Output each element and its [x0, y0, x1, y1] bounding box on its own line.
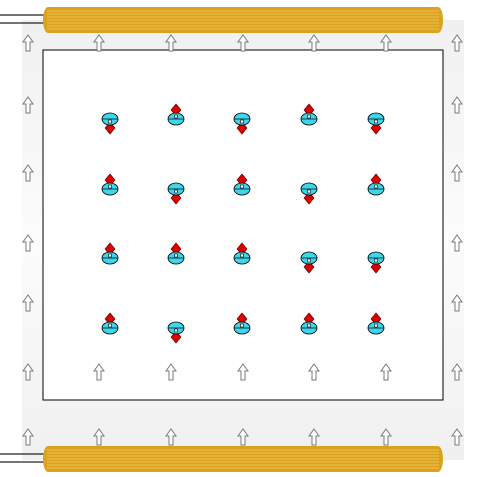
- spin-grid: [101, 103, 385, 344]
- spin-up-1-4: [367, 173, 385, 196]
- spin-up-3-0: [101, 312, 119, 335]
- hollow-up-arrow-icon: [22, 234, 34, 252]
- spin-up-3-3: [300, 312, 318, 335]
- hollow-up-arrow-icon: [22, 363, 34, 381]
- hollow-up-arrow-icon: [165, 34, 177, 52]
- spin-down-2-4: [367, 251, 385, 274]
- hollow-up-arrow-icon: [308, 428, 320, 446]
- spin-down-1-1: [167, 182, 185, 205]
- spin-up-0-3: [300, 103, 318, 126]
- sample-box: [42, 49, 444, 401]
- spin-up-0-1: [167, 103, 185, 126]
- spin-down-0-4: [367, 112, 385, 135]
- spin-down-1-3: [300, 182, 318, 205]
- hollow-up-arrow-icon: [380, 363, 392, 381]
- hollow-up-arrow-icon: [22, 428, 34, 446]
- hollow-up-arrow-icon: [93, 34, 105, 52]
- spin-up-1-2: [233, 173, 251, 196]
- hollow-up-arrow-icon: [308, 363, 320, 381]
- spin-up-3-4: [367, 312, 385, 335]
- hollow-up-arrow-icon: [237, 363, 249, 381]
- spin-down-2-3: [300, 251, 318, 274]
- hollow-up-arrow-icon: [93, 428, 105, 446]
- hollow-up-arrow-icon: [451, 34, 463, 52]
- hollow-up-arrow-icon: [165, 428, 177, 446]
- hollow-up-arrow-icon: [165, 363, 177, 381]
- hollow-up-arrow-icon: [451, 294, 463, 312]
- spin-down-0-0: [101, 112, 119, 135]
- hollow-up-arrow-icon: [308, 34, 320, 52]
- spin-up-2-2: [233, 242, 251, 265]
- hollow-up-arrow-icon: [380, 428, 392, 446]
- hollow-up-arrow-icon: [451, 234, 463, 252]
- hollow-up-arrow-icon: [237, 428, 249, 446]
- spin-up-1-0: [101, 173, 119, 196]
- spin-up-3-2: [233, 312, 251, 335]
- spin-down-3-1: [167, 321, 185, 344]
- hollow-up-arrow-icon: [380, 34, 392, 52]
- hollow-up-arrow-icon: [22, 294, 34, 312]
- hollow-up-arrow-icon: [451, 164, 463, 182]
- magnetic-field-arrows: [22, 34, 463, 446]
- hollow-up-arrow-icon: [237, 34, 249, 52]
- spin-down-0-2: [233, 112, 251, 135]
- hollow-up-arrow-icon: [22, 164, 34, 182]
- hollow-up-arrow-icon: [93, 363, 105, 381]
- hollow-up-arrow-icon: [451, 363, 463, 381]
- hollow-up-arrow-icon: [451, 96, 463, 114]
- hollow-up-arrow-icon: [22, 96, 34, 114]
- hollow-up-arrow-icon: [451, 428, 463, 446]
- spin-up-2-0: [101, 242, 119, 265]
- spin-up-2-1: [167, 242, 185, 265]
- top-coil: [0, 7, 443, 33]
- bottom-coil: [0, 446, 443, 472]
- hollow-up-arrow-icon: [22, 34, 34, 52]
